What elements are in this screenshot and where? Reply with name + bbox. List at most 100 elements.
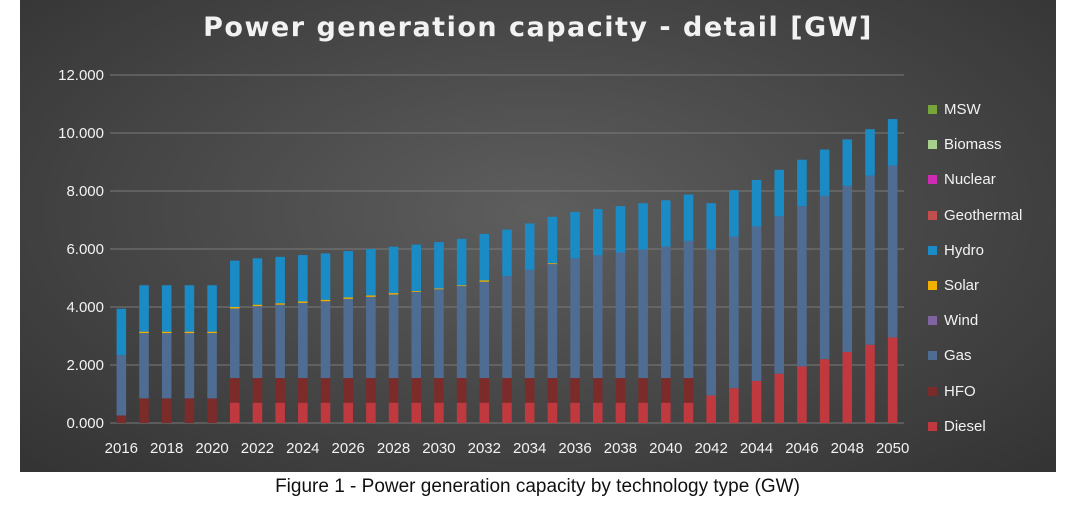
bar-segment [570,258,580,379]
chart-title: Power generation capacity - detail [GW] [203,12,873,43]
bar-segment [320,253,331,300]
bar-segment [638,249,648,379]
bar-segment [865,175,875,345]
bar-segment [638,402,648,423]
legend: MSW Biomass Nuclear Geothermal Hydro Sol… [928,92,1058,444]
bar-segment [615,402,626,423]
legend-label: Solar [944,277,980,295]
legend-label: Nuclear [944,171,996,189]
bar-segment [547,263,558,265]
bar-segment [161,331,172,334]
bar-segment [751,380,762,423]
bar-segment [366,402,376,423]
bar-segment [819,359,830,423]
bar-segment [456,286,467,379]
legend-item: Diesel [928,409,1058,444]
bar-segment [320,299,331,302]
bar-segment [275,402,285,423]
bar-segment [434,378,444,403]
bar-segment [683,240,694,379]
bar-segment [706,249,716,396]
legend-label: Wind [944,312,979,330]
bar-segment [592,208,603,256]
bar-segment [615,252,626,379]
bar-segment [638,203,648,250]
bar-segment [524,223,535,270]
bar-segment [320,301,331,379]
bar-segment [411,378,422,403]
bar-segment [343,251,353,298]
y-tick-label: 2.000 [66,357,104,374]
bar-segment [139,398,149,423]
legend-label: Hydro [944,241,985,259]
x-tick-label: 2046 [785,440,818,457]
bar-segment [456,402,467,423]
bar-segment [320,402,331,423]
bar-segment [161,398,172,423]
legend-label: Gas [944,347,972,365]
legend-item: MSW [928,92,1058,127]
bar-segment [320,378,331,403]
legend-item: HFO [928,374,1058,409]
chart-plot: 0.000 2.000 4.000 6.000 8.000 10.000 12.000 201… [58,67,909,457]
bar-segment [207,285,217,332]
bar-segment [230,308,240,379]
bar-segment [887,165,898,338]
bar-segment [184,398,195,423]
bar-segment [865,129,875,176]
bar-segment [797,366,807,423]
bar-segment [343,378,353,403]
bar-segment [275,304,285,379]
bar-segment [434,289,444,379]
x-tick-label: 2038 [604,440,637,457]
bar-segment [479,280,490,282]
bar-segment [479,233,490,281]
bar-segment [729,236,739,389]
bar-segment [751,179,762,227]
bar-segment [774,216,784,374]
legend-item: Gas [928,338,1058,373]
bar-segment [570,378,580,403]
bar-segment [275,378,285,403]
bar-segment [434,288,444,290]
bar-segment [797,159,807,207]
bar-segment [592,402,603,423]
bar-segment [298,255,308,302]
bar-segment [502,378,512,403]
bar-segment [161,333,172,399]
legend-swatch [928,140,937,150]
bar-segment [252,258,263,305]
x-tick-label: 2018 [150,440,183,457]
bar-segment [706,203,716,250]
x-tick-label: 2026 [332,440,365,457]
legend-swatch [928,210,937,220]
y-tick-label: 8.000 [66,183,104,200]
bar-segment [139,285,149,332]
bar-segment [411,291,422,379]
legend-swatch [928,175,937,185]
bar-segment [298,302,308,379]
legend-item: Geothermal [928,198,1058,233]
bar-segment [388,294,399,379]
bar-segment [797,206,807,367]
legend-item: Solar [928,268,1058,303]
legend-item: Biomass [928,127,1058,162]
bar-segment [207,333,217,399]
bar-segment [184,285,195,332]
bar-segment [116,308,127,356]
bar-segment [434,402,444,423]
bar-segment [139,333,149,399]
bar-segment [252,402,263,423]
bar-segment [207,398,217,423]
bar-segment [661,378,671,403]
bar-segment [570,402,580,423]
bar-segment [230,260,240,307]
bar-segment [230,307,240,309]
bar-segment [661,246,671,379]
x-tick-label: 2022 [241,440,274,457]
bar-segment [388,402,399,423]
y-tick-label: 4.000 [66,299,104,316]
bar-segment [887,337,898,423]
bar-segment [819,195,830,360]
bar-segment [683,402,694,423]
